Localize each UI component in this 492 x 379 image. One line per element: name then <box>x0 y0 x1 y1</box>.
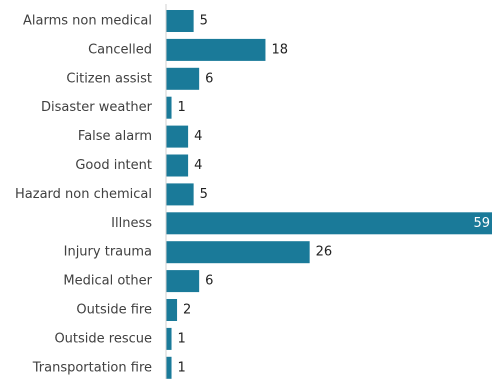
category-label: Medical other <box>63 274 152 289</box>
category-label: Good intent <box>75 158 152 173</box>
bar[interactable] <box>166 356 172 379</box>
category-label: False alarm <box>78 129 152 144</box>
data-label: 6 <box>205 274 213 289</box>
bar[interactable] <box>166 212 492 235</box>
category-label: Transportation fire <box>32 360 152 375</box>
bar[interactable] <box>166 154 189 177</box>
category-label: Hazard non chemical <box>15 187 152 202</box>
category-label: Cancelled <box>88 42 152 57</box>
category-label: Illness <box>111 216 152 231</box>
data-label: 59 <box>473 216 490 231</box>
bar[interactable] <box>166 96 172 119</box>
bar[interactable] <box>166 299 178 321</box>
data-label: 4 <box>194 158 202 173</box>
data-label: 5 <box>200 187 208 202</box>
bar[interactable] <box>166 270 200 293</box>
bar[interactable] <box>166 183 194 206</box>
data-label: 1 <box>178 331 186 346</box>
bar[interactable] <box>166 327 172 350</box>
data-label: 26 <box>316 245 333 260</box>
data-label: 6 <box>205 71 213 86</box>
category-labels: Alarms non medical Cancelled Citizen assis… <box>15 14 153 376</box>
bar[interactable] <box>166 67 200 90</box>
category-label: Outside rescue <box>54 331 152 346</box>
bar[interactable] <box>166 38 266 61</box>
bar[interactable] <box>166 241 310 264</box>
data-label: 5 <box>200 14 208 29</box>
data-label: 1 <box>178 100 186 115</box>
category-label: Citizen assist <box>66 71 152 86</box>
data-label: 1 <box>178 360 186 375</box>
bar[interactable] <box>166 125 189 148</box>
bars <box>166 10 492 379</box>
data-label: 2 <box>183 303 191 318</box>
category-label: Outside fire <box>76 303 152 318</box>
data-label: 4 <box>194 129 202 144</box>
category-label: Alarms non medical <box>23 14 152 29</box>
bar[interactable] <box>166 10 194 32</box>
category-label: Injury trauma <box>64 245 152 260</box>
data-label: 18 <box>271 42 288 57</box>
category-label: Disaster weather <box>41 100 153 115</box>
